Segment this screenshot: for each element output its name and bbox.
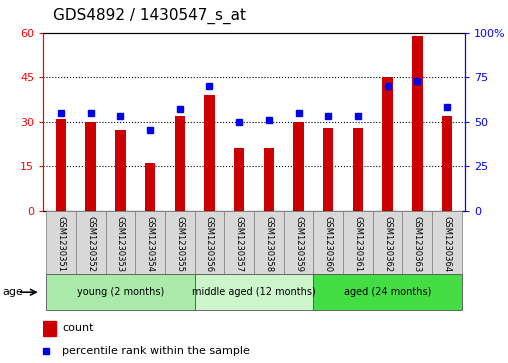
Bar [175, 116, 185, 211]
Text: GSM1230355: GSM1230355 [175, 216, 184, 272]
Bar [106, 211, 135, 274]
Bar [323, 127, 333, 211]
Bar [76, 211, 106, 274]
Text: GSM1230351: GSM1230351 [56, 216, 66, 272]
Bar [225, 211, 254, 274]
Text: GSM1230360: GSM1230360 [324, 216, 333, 272]
Text: GSM1230358: GSM1230358 [264, 216, 273, 272]
Bar [373, 211, 402, 274]
Text: middle aged (12 months): middle aged (12 months) [192, 287, 316, 297]
Bar [165, 211, 195, 274]
Text: GSM1230364: GSM1230364 [442, 216, 452, 272]
Bar [195, 211, 225, 274]
Bar [46, 274, 195, 310]
Bar [412, 36, 423, 211]
Bar [343, 211, 373, 274]
Bar [254, 211, 283, 274]
Text: GSM1230361: GSM1230361 [354, 216, 362, 272]
Bar [115, 131, 125, 211]
Bar [293, 122, 304, 211]
Bar [402, 211, 432, 274]
Bar [383, 77, 393, 211]
Bar [313, 274, 462, 310]
Bar [313, 211, 343, 274]
Text: GSM1230353: GSM1230353 [116, 216, 125, 272]
Bar [145, 163, 155, 211]
Bar [234, 148, 244, 211]
Text: GSM1230363: GSM1230363 [413, 216, 422, 272]
Text: GSM1230352: GSM1230352 [86, 216, 95, 272]
Bar [432, 211, 462, 274]
Text: percentile rank within the sample: percentile rank within the sample [62, 346, 250, 356]
Text: young (2 months): young (2 months) [77, 287, 164, 297]
Text: GSM1230354: GSM1230354 [146, 216, 154, 272]
Text: GSM1230357: GSM1230357 [235, 216, 244, 272]
Bar [56, 119, 66, 211]
Text: GSM1230362: GSM1230362 [383, 216, 392, 272]
Bar [195, 274, 313, 310]
Bar [353, 127, 363, 211]
Bar [204, 95, 215, 211]
Bar [442, 116, 452, 211]
Text: GDS4892 / 1430547_s_at: GDS4892 / 1430547_s_at [53, 7, 246, 24]
Text: age: age [3, 287, 23, 297]
Text: GSM1230359: GSM1230359 [294, 216, 303, 272]
Text: GSM1230356: GSM1230356 [205, 216, 214, 272]
Bar [46, 211, 76, 274]
Bar [264, 148, 274, 211]
Bar [283, 211, 313, 274]
Text: count: count [62, 323, 94, 333]
Text: aged (24 months): aged (24 months) [344, 287, 431, 297]
Bar [85, 122, 96, 211]
Bar [135, 211, 165, 274]
Bar [43, 321, 56, 336]
